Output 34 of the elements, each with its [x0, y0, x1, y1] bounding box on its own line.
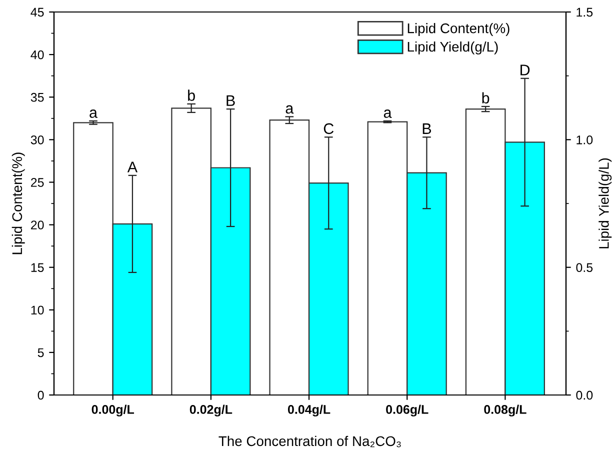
x-axis-title: The Concentration of Na₂CO₃	[218, 436, 401, 448]
annotation: A	[127, 162, 138, 172]
legend-label: Lipid Content(%)	[408, 23, 510, 36]
y-tick-label: 30	[30, 135, 44, 144]
y-tick-label: 10	[31, 306, 44, 315]
y-tick-label: 45	[30, 8, 44, 17]
x-tick-label: 0.00g/L	[92, 404, 134, 416]
annotation: B	[226, 95, 235, 106]
annotation: b	[482, 92, 490, 104]
y2-tick-label: 0.5	[576, 263, 593, 272]
annotation: a	[286, 105, 294, 114]
x-tick-label: 0.02g/L	[190, 404, 232, 416]
y2-axis-title: Lipid Yield(g/L)	[598, 158, 612, 248]
y-tick-label: 15	[31, 263, 44, 272]
annotation: B	[422, 123, 432, 134]
legend-label: Lipid Yield(g/L)	[408, 41, 498, 54]
y2-tick-label: 1.0	[576, 135, 593, 144]
annotation: C	[324, 123, 334, 134]
y-tick-label: 20	[31, 220, 44, 230]
x-tick-label: 0.06g/L	[386, 404, 428, 416]
annotation: a	[384, 110, 392, 118]
x-tick-label: 0.08g/L	[484, 404, 526, 416]
y-tick-label: 35	[30, 92, 44, 102]
annotation: a	[90, 110, 98, 118]
x-tick-label: 0.04g/L	[288, 404, 330, 416]
annotation: D	[520, 64, 530, 76]
annotation: b	[188, 90, 195, 101]
y-tick-label: 0	[38, 390, 44, 400]
y-tick-label: 40	[30, 50, 44, 60]
y2-tick-label: 0.0	[576, 390, 593, 400]
y-axis-title: Lipid Content(%)	[12, 152, 25, 254]
y-tick-label: 25	[31, 178, 44, 187]
y-tick-label: 5	[38, 348, 44, 358]
y2-tick-label: 1.5	[576, 8, 593, 17]
